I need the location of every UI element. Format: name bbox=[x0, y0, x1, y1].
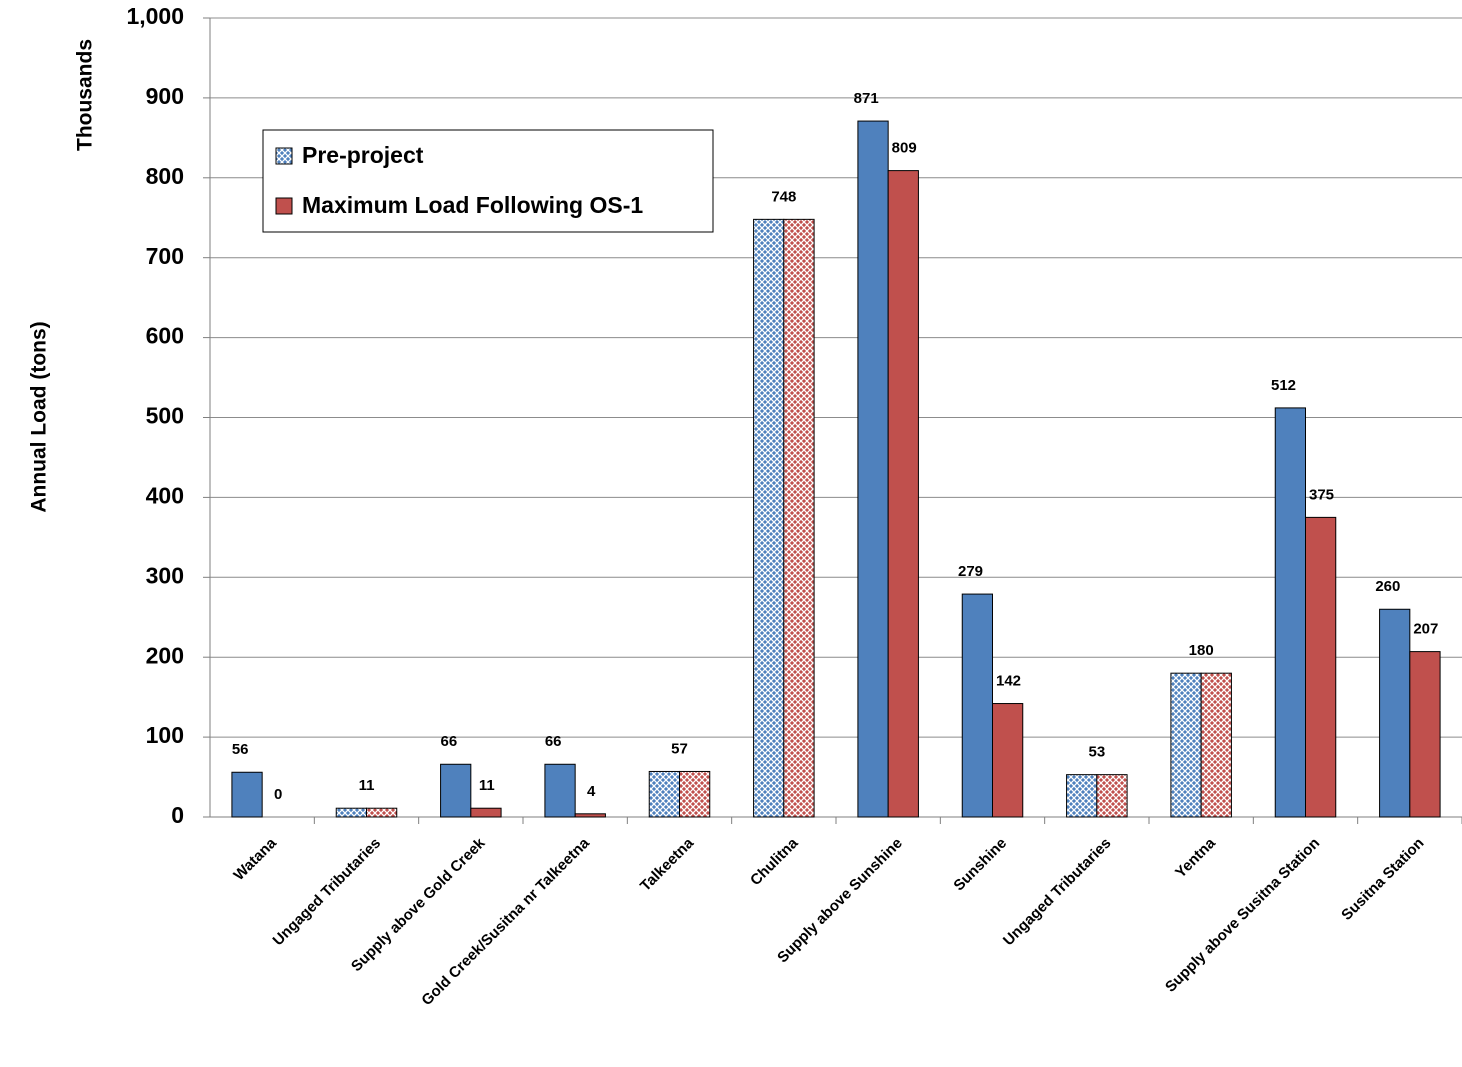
value-label: 66 bbox=[545, 733, 562, 750]
value-label: 11 bbox=[479, 777, 495, 794]
bar bbox=[1200, 672, 1232, 818]
legend-box bbox=[262, 129, 714, 233]
y-tick-label: 900 bbox=[146, 83, 184, 109]
bar bbox=[1096, 774, 1128, 818]
x-tick-label: Ungaged Tributaries bbox=[1000, 835, 1115, 950]
bar bbox=[231, 771, 263, 818]
bar bbox=[961, 593, 994, 818]
bar bbox=[1379, 608, 1411, 818]
bar bbox=[992, 703, 1024, 818]
x-tick-label: Supply above Sunshine bbox=[774, 835, 906, 967]
value-label: 11 bbox=[359, 777, 375, 794]
value-label: 871 bbox=[854, 90, 879, 107]
value-label: 66 bbox=[440, 733, 457, 750]
bar bbox=[753, 218, 785, 818]
value-label: 279 bbox=[958, 563, 983, 580]
bar bbox=[1409, 651, 1441, 818]
y-tick-label: 400 bbox=[146, 482, 184, 508]
bar bbox=[679, 770, 711, 818]
legend-swatch bbox=[275, 197, 293, 215]
y-unit-label: Thousands bbox=[74, 39, 97, 151]
bar bbox=[335, 807, 368, 818]
x-tick-label: Ungaged Tributaries bbox=[270, 835, 385, 950]
y-tick-label: 200 bbox=[146, 642, 184, 668]
value-label: 4 bbox=[587, 783, 596, 800]
value-label: 260 bbox=[1375, 578, 1400, 595]
value-label: 375 bbox=[1309, 486, 1334, 503]
y-tick-label: 500 bbox=[146, 403, 184, 429]
y-tick-label: 100 bbox=[146, 722, 184, 748]
bar bbox=[857, 120, 889, 818]
value-label: 0 bbox=[274, 786, 282, 803]
value-label: 56 bbox=[232, 741, 249, 758]
y-tick-label: 0 bbox=[171, 802, 184, 828]
y-tick-label: 800 bbox=[146, 163, 184, 189]
y-tick-label: 1,000 bbox=[126, 3, 184, 29]
bar bbox=[366, 807, 398, 818]
value-label: 57 bbox=[671, 740, 688, 757]
bar bbox=[440, 763, 472, 818]
bar bbox=[783, 218, 815, 818]
bar bbox=[470, 807, 502, 818]
x-tick-label: Susitna Station bbox=[1338, 835, 1427, 924]
legend-swatch bbox=[275, 147, 293, 165]
bar bbox=[544, 763, 576, 818]
y-tick-label: 600 bbox=[146, 323, 184, 349]
bar bbox=[648, 770, 681, 818]
x-tick-label: Sunshine bbox=[950, 835, 1010, 895]
value-label: 53 bbox=[1088, 744, 1105, 761]
bar bbox=[1066, 774, 1098, 818]
legend-label: Pre-project bbox=[302, 142, 424, 168]
bar bbox=[887, 170, 919, 818]
legend-label: Maximum Load Following OS-1 bbox=[302, 192, 643, 218]
bar bbox=[1170, 672, 1202, 818]
value-label: 748 bbox=[771, 188, 796, 205]
y-tick-label: 700 bbox=[146, 243, 184, 269]
x-tick-label: Watana bbox=[230, 834, 280, 884]
value-label: 142 bbox=[996, 673, 1021, 690]
x-tick-label: Talkeetna bbox=[637, 834, 698, 895]
x-tick-label: Yentna bbox=[1172, 834, 1219, 881]
legend: Pre-project Maximum Load Following OS-1 bbox=[262, 129, 714, 233]
bar bbox=[1274, 407, 1306, 818]
value-label: 512 bbox=[1271, 377, 1296, 394]
value-label: 180 bbox=[1189, 642, 1214, 659]
bar bbox=[1305, 516, 1337, 818]
x-tick-label: Chulitna bbox=[747, 834, 802, 889]
y-tick-label: 300 bbox=[146, 562, 184, 588]
value-label: 207 bbox=[1413, 621, 1438, 638]
y-axis-title: Annual Load (tons) bbox=[28, 321, 51, 512]
bar bbox=[574, 813, 606, 818]
x-tick-label: Gold Creek/Susitna nr Talkeetna bbox=[418, 834, 593, 1009]
value-label: 809 bbox=[892, 140, 917, 157]
